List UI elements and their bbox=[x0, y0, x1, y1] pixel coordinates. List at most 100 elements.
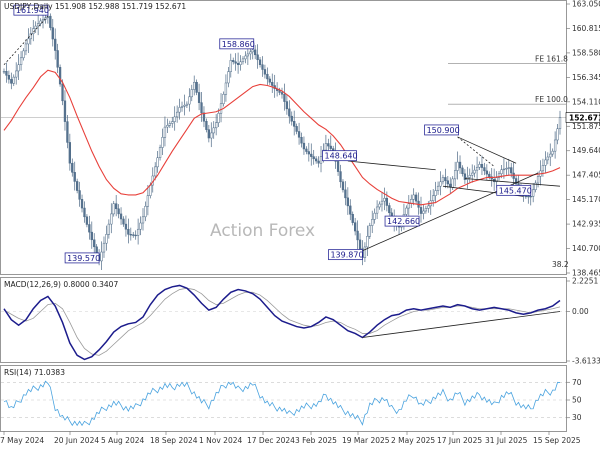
rsi-panel-frame bbox=[0, 365, 567, 432]
candle-body bbox=[302, 142, 306, 150]
candle-body bbox=[66, 121, 69, 143]
macd-trendline bbox=[362, 311, 561, 338]
candle-body bbox=[439, 181, 442, 187]
candle-body bbox=[234, 61, 237, 64]
price-y-tick-label: 149.640 bbox=[572, 146, 600, 155]
candle-body bbox=[366, 236, 369, 248]
candle-body bbox=[422, 210, 425, 214]
candle-body bbox=[424, 208, 428, 212]
candle-body bbox=[266, 73, 269, 80]
candle-body bbox=[83, 207, 86, 218]
rsi-panel-title: RSI(14) 71.0383 bbox=[4, 368, 65, 377]
candle-body bbox=[461, 167, 464, 175]
candle-body bbox=[546, 156, 549, 161]
candle-body bbox=[485, 170, 488, 175]
candle-body bbox=[434, 190, 437, 196]
candle-body bbox=[183, 104, 186, 107]
candle-body bbox=[534, 182, 537, 190]
candle-body bbox=[51, 27, 54, 40]
candle-body bbox=[85, 216, 89, 225]
candle-body bbox=[529, 195, 532, 198]
candle-body bbox=[327, 143, 330, 147]
candle-body bbox=[207, 129, 210, 139]
candle-body bbox=[558, 117, 562, 130]
candle-body bbox=[451, 178, 454, 188]
candle-body bbox=[134, 234, 137, 237]
x-tick-label: 7 May 2024 bbox=[0, 436, 44, 445]
candle-body bbox=[219, 103, 223, 114]
candle-body bbox=[293, 121, 296, 127]
x-tick-label: 17 Jun 2025 bbox=[437, 436, 482, 445]
candle-body bbox=[88, 224, 91, 233]
ohlc-low: 151.719 bbox=[122, 2, 153, 11]
candle-body bbox=[305, 148, 308, 152]
candle-body bbox=[258, 59, 262, 65]
candle-body bbox=[329, 145, 332, 149]
candle-body bbox=[190, 89, 193, 98]
candle-body bbox=[100, 251, 103, 262]
candle-body bbox=[132, 234, 135, 236]
price-y-tick-label: 151.875 bbox=[572, 122, 600, 131]
candle-body bbox=[373, 212, 376, 220]
price-annotation-box bbox=[13, 4, 49, 16]
price-annotation-label: 145.470 bbox=[499, 186, 532, 195]
symbol-title: USDJPY,Daily bbox=[4, 2, 53, 11]
macd-y-tick-label: 2.2251 bbox=[572, 277, 598, 286]
price-annotation-label: 148.640 bbox=[325, 152, 358, 161]
candle-body bbox=[251, 49, 254, 53]
candle-body bbox=[432, 195, 435, 202]
candle-body bbox=[307, 151, 310, 155]
candle-body bbox=[310, 153, 313, 157]
candle-body bbox=[378, 203, 381, 208]
current-price-label: 152.671 bbox=[569, 114, 600, 123]
candle-body bbox=[371, 219, 374, 226]
candle-body bbox=[2, 71, 6, 73]
candle-body bbox=[317, 160, 320, 164]
candle-body bbox=[283, 94, 286, 102]
x-tick-label: 3 Feb 2025 bbox=[295, 436, 337, 445]
macd-line bbox=[3, 284, 561, 361]
candle-body bbox=[110, 213, 113, 225]
candle-body bbox=[122, 218, 125, 225]
candle-body bbox=[383, 197, 386, 202]
candle-body bbox=[56, 50, 59, 68]
trendline-dashed-high bbox=[3, 15, 49, 65]
candle-body bbox=[217, 112, 220, 123]
rsi-y-tick-label: 70 bbox=[572, 378, 582, 387]
candle-body bbox=[54, 38, 57, 51]
candle-body bbox=[27, 38, 30, 45]
candle-body bbox=[115, 203, 118, 210]
rsi-line bbox=[3, 380, 561, 427]
candle-body bbox=[495, 177, 498, 183]
candle-body bbox=[117, 208, 120, 215]
candle-body bbox=[239, 61, 242, 65]
price-y-tick-label: 138.465 bbox=[572, 269, 600, 278]
ohlc-open: 151.908 bbox=[55, 2, 86, 11]
rsi-y-tick-label: 50 bbox=[572, 396, 582, 405]
candle-body bbox=[154, 166, 157, 177]
price-panel-title: USDJPY,Daily 151.908 152.988 151.719 152… bbox=[4, 2, 186, 11]
candle-body bbox=[156, 157, 159, 168]
candle-body bbox=[388, 205, 391, 214]
candle-body bbox=[407, 203, 410, 209]
x-tick-label: 15 Sep 2025 bbox=[533, 436, 581, 445]
candle-body bbox=[124, 223, 128, 230]
candle-body bbox=[244, 55, 247, 60]
candle-body bbox=[532, 189, 535, 197]
candle-body bbox=[229, 60, 232, 72]
candle-body bbox=[339, 171, 342, 183]
candle-body bbox=[188, 96, 191, 105]
candle-body bbox=[197, 92, 201, 103]
price-y-tick-label: 158.580 bbox=[572, 48, 600, 57]
x-tick-label: 1 Nov 2024 bbox=[199, 436, 242, 445]
candle-body bbox=[527, 195, 530, 198]
candle-body bbox=[541, 165, 545, 172]
candle-body bbox=[536, 176, 540, 184]
watermark: Action Forex bbox=[210, 221, 315, 241]
candle-body bbox=[271, 81, 274, 86]
candle-body bbox=[5, 71, 8, 76]
candle-body bbox=[19, 57, 23, 65]
candle-body bbox=[363, 246, 367, 258]
candle-body bbox=[556, 128, 559, 141]
